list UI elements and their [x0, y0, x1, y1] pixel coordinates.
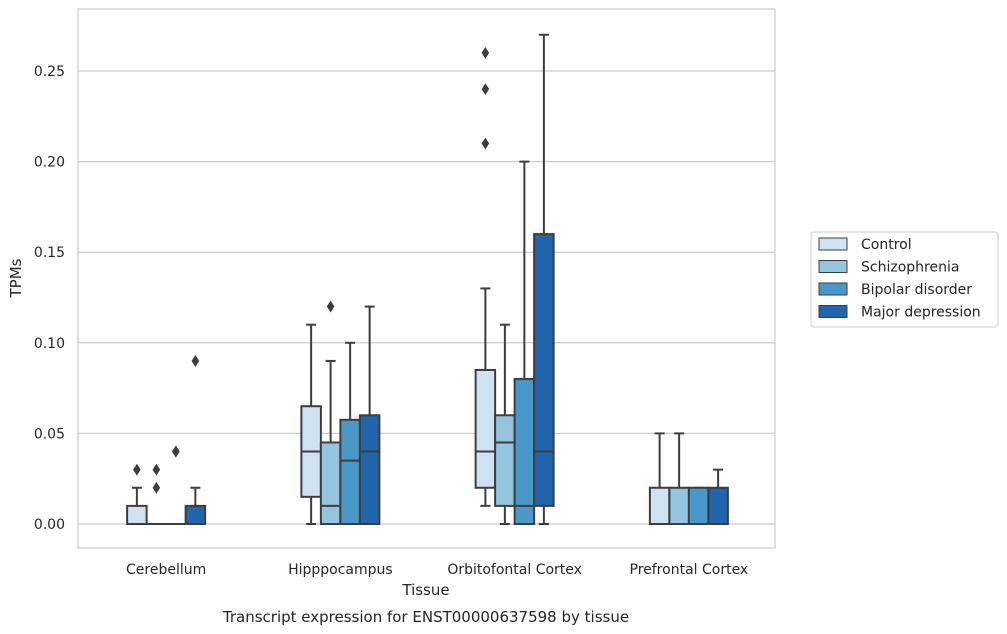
outlier-point: [481, 46, 490, 59]
y-tick-label: 0.10: [34, 336, 65, 352]
legend-entry: Major depression: [861, 305, 981, 321]
outlier-point: [133, 463, 141, 476]
outlier-point: [326, 300, 335, 313]
outlier-point: [152, 481, 161, 494]
box: [668, 486, 690, 526]
legend-swatch: [818, 305, 848, 318]
box-plot: [687, 486, 710, 526]
plot-frame: [77, 8, 776, 549]
chart-caption: Transcript expression for ENST0000063759…: [222, 608, 629, 626]
y-tick-label: 0.20: [34, 155, 65, 171]
box: [339, 418, 361, 525]
box-plot: [474, 46, 497, 507]
outlier-point: [191, 354, 200, 367]
box-plot: [494, 323, 516, 525]
box-plot: [668, 432, 690, 526]
box-plot: [165, 445, 187, 526]
outlier-point: [481, 83, 490, 96]
box: [513, 378, 536, 526]
x-axis-label: Tissue: [401, 581, 449, 599]
box: [474, 368, 497, 489]
y-tick-label: 0.15: [34, 245, 65, 261]
legend: Control Schizophrenia Bipolar disorder Majo…: [810, 231, 999, 328]
box: [126, 504, 148, 526]
box: [494, 414, 516, 507]
legend-swatch: [818, 260, 848, 273]
box: [319, 441, 342, 525]
outlier-point: [481, 137, 490, 150]
y-tick-labels: 0.00 0.05 0.10 0.15 0.20 0.25: [34, 64, 65, 533]
y-tick-label: 0.25: [34, 64, 65, 80]
box-plot: [648, 432, 671, 526]
y-axis-label: TPMs: [7, 258, 25, 298]
outlier-point: [152, 463, 161, 476]
legend-swatch: [818, 237, 848, 251]
x-tick-label: Orbitofontal Cortex: [447, 562, 582, 578]
x-tick-label: Prefrontal Cortex: [630, 562, 749, 578]
box-plot: [339, 341, 361, 525]
x-tick-label: Hipppocampus: [288, 562, 393, 578]
legend-entry: Schizophrenia: [861, 260, 959, 276]
outlier-point: [172, 445, 180, 458]
box: [184, 504, 207, 526]
y-tick-label: 0.05: [34, 426, 65, 442]
x-tick-labels: Cerebellum Hipppocampus Orbitofontal Corte…: [126, 562, 748, 578]
box-plot: [707, 468, 729, 526]
box: [533, 233, 555, 507]
box: [648, 486, 671, 526]
legend-swatch: [818, 282, 848, 296]
x-tick-label: Cerebellum: [126, 562, 206, 578]
y-tick-label: 0.00: [34, 517, 65, 533]
legend-entry: Bipolar disorder: [861, 282, 972, 298]
box-groups: [126, 33, 729, 526]
legend-entry: Control: [861, 237, 912, 253]
box-plot: [533, 33, 555, 525]
box-plot: [145, 463, 168, 526]
box: [687, 486, 710, 526]
grid-lines: [78, 70, 775, 525]
legend-frame: [810, 231, 999, 328]
box: [358, 414, 381, 525]
box-plot: [184, 354, 207, 526]
box-plot: [300, 323, 322, 525]
box-plot: [319, 300, 342, 525]
box: [707, 486, 729, 526]
box-plot: [358, 305, 381, 525]
box-plot: [126, 463, 148, 526]
